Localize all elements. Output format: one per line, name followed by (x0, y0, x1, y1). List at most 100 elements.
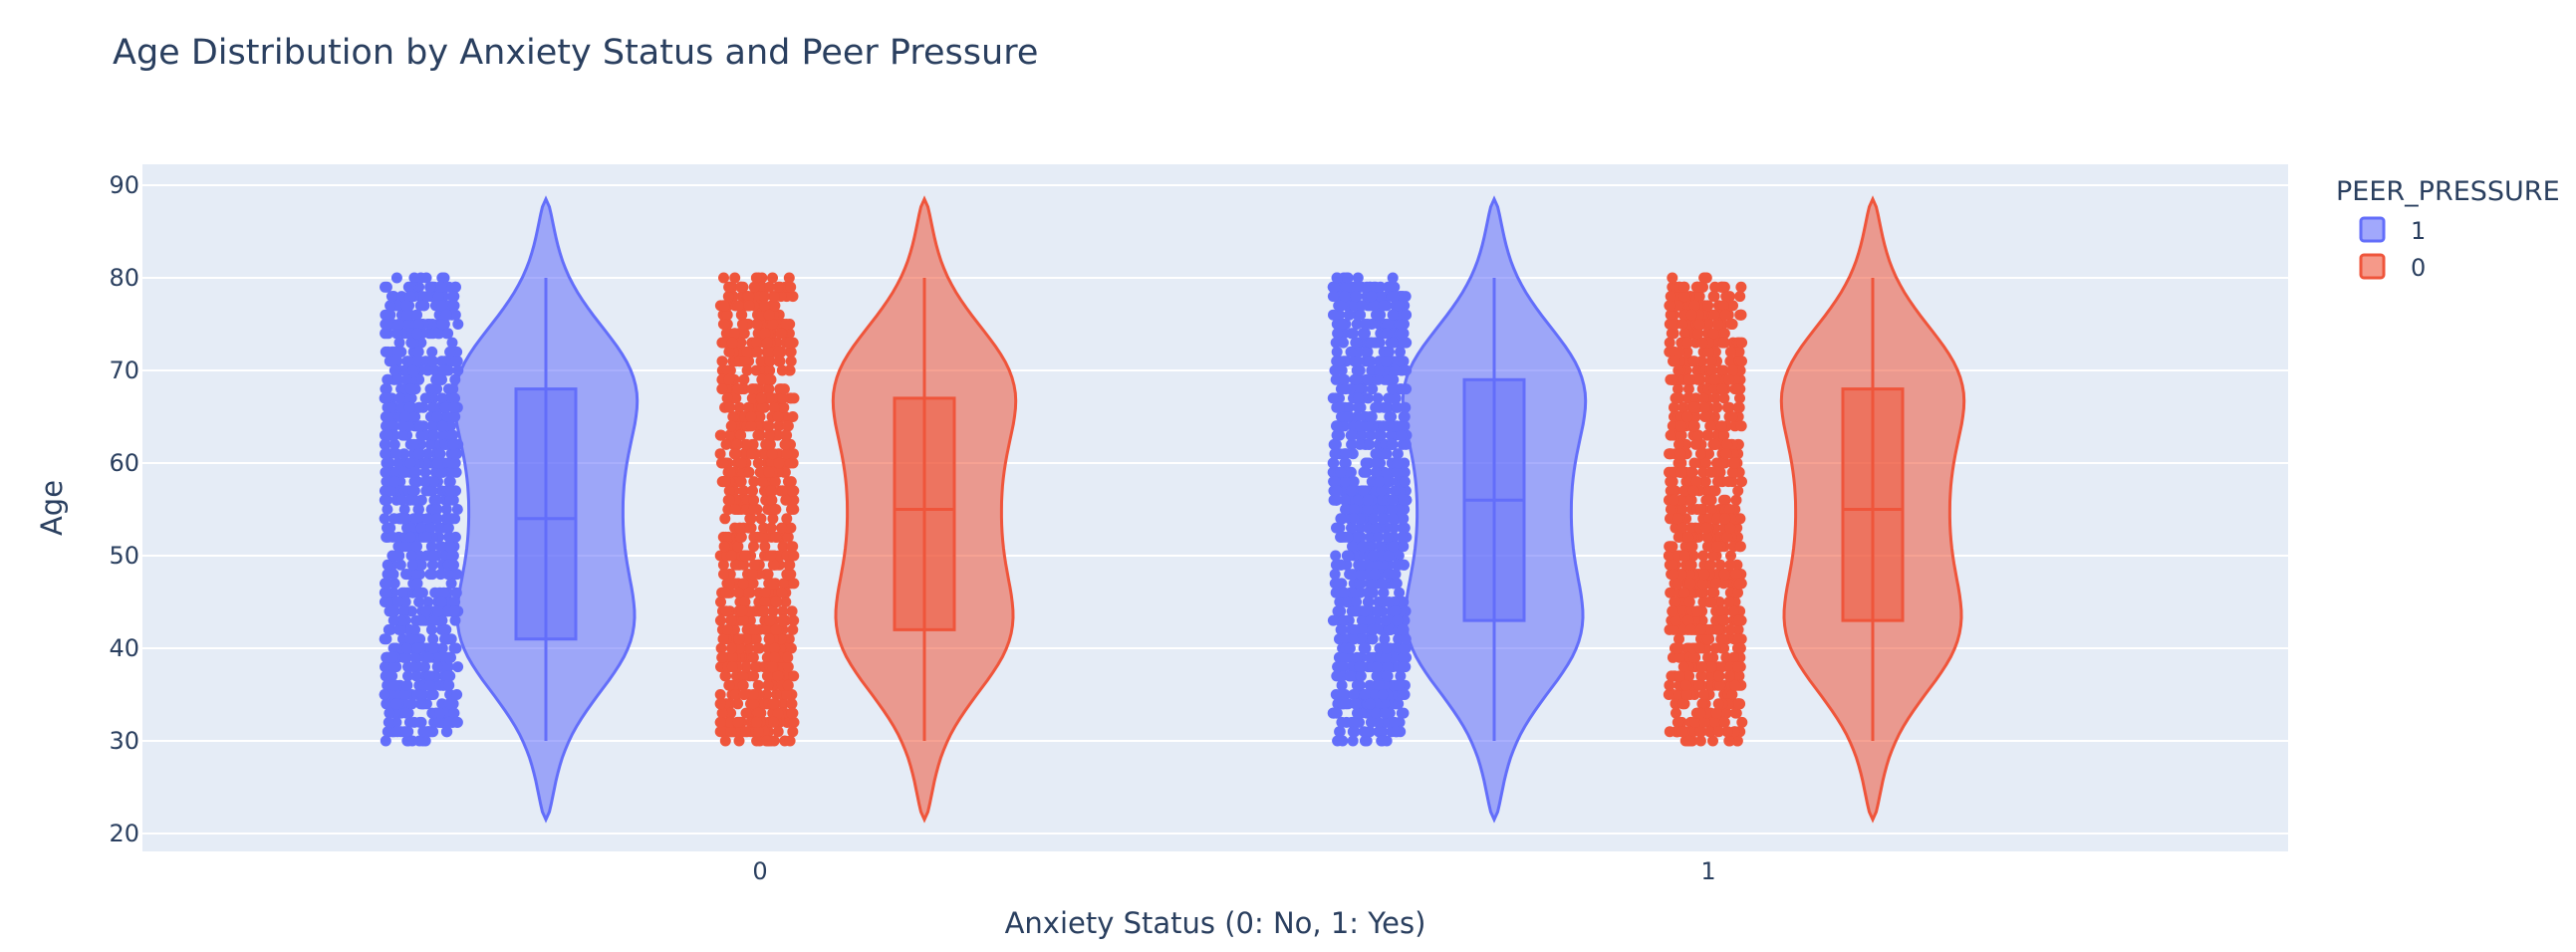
data-point (761, 337, 773, 349)
data-point (1733, 670, 1745, 682)
data-point (735, 476, 747, 488)
data-point (444, 485, 456, 497)
data-point (735, 337, 747, 349)
data-point (386, 651, 398, 663)
data-point (427, 633, 439, 645)
data-point (1330, 438, 1342, 450)
data-point (420, 272, 432, 284)
data-point (1399, 476, 1411, 488)
data-point (1733, 401, 1745, 413)
data-point (416, 689, 428, 700)
box-0-cat-1[interactable] (1841, 387, 1905, 622)
data-point (1338, 614, 1350, 626)
data-point (1664, 679, 1675, 691)
data-point (1339, 651, 1351, 663)
data-point (773, 420, 785, 432)
data-point (1736, 476, 1747, 488)
data-point (402, 670, 413, 682)
data-point (437, 364, 449, 376)
data-point (1712, 623, 1724, 635)
data-point (1342, 411, 1354, 422)
data-point (1683, 735, 1695, 747)
box-1-cat-0[interactable] (514, 387, 578, 641)
data-point (1395, 346, 1406, 357)
data-point (394, 346, 406, 357)
data-point (451, 504, 463, 515)
data-point (1665, 504, 1676, 515)
data-point (1694, 448, 1706, 460)
data-point (1382, 531, 1394, 543)
data-point (402, 319, 414, 330)
data-point (1378, 587, 1390, 598)
data-point (382, 429, 393, 441)
data-point (1380, 651, 1392, 663)
data-point (775, 633, 787, 645)
data-point (767, 272, 778, 284)
data-point (722, 291, 734, 303)
data-point (716, 707, 728, 719)
data-point (751, 735, 763, 747)
data-point (1345, 346, 1357, 357)
data-point (737, 614, 749, 626)
data-point (759, 291, 770, 303)
data-point (388, 438, 400, 450)
data-point (740, 707, 752, 719)
data-point (1336, 679, 1348, 691)
data-point (1724, 559, 1736, 571)
data-point (415, 614, 427, 626)
data-point (1675, 420, 1687, 432)
data-point (1676, 522, 1688, 534)
data-point (1703, 513, 1715, 525)
data-point (741, 346, 753, 357)
data-point (1335, 559, 1347, 571)
data-point (1350, 337, 1362, 349)
data-point (405, 550, 417, 562)
legend-item-1[interactable]: 1 (2359, 216, 2426, 245)
data-point (1339, 476, 1351, 488)
data-point (450, 587, 462, 598)
data-point (756, 476, 768, 488)
data-point (1354, 364, 1366, 376)
data-point (1342, 281, 1353, 293)
data-point (1386, 411, 1398, 422)
data-point (426, 420, 438, 432)
data-point (1366, 337, 1378, 349)
plot-background (142, 164, 2288, 851)
data-point (412, 346, 424, 357)
data-point (776, 587, 788, 598)
data-point (1340, 448, 1352, 460)
data-point (1365, 531, 1377, 543)
data-point (748, 281, 760, 293)
data-point (1707, 328, 1719, 340)
data-point (448, 605, 460, 617)
data-point (393, 392, 405, 404)
data-point (380, 438, 391, 450)
data-point (387, 605, 399, 617)
data-point (782, 531, 794, 543)
data-point (1368, 513, 1380, 525)
data-point (1735, 420, 1747, 432)
data-point (393, 319, 404, 330)
data-point (397, 605, 409, 617)
data-point (408, 476, 420, 488)
data-point (436, 300, 448, 312)
data-point (398, 466, 409, 478)
data-point (1367, 550, 1379, 562)
data-point (1331, 494, 1343, 506)
data-point (1344, 642, 1356, 654)
data-point (775, 328, 787, 340)
data-point (1391, 578, 1403, 590)
y-tick-label: 90 (109, 171, 139, 199)
data-point (755, 392, 767, 404)
data-point (751, 319, 763, 330)
data-point (749, 623, 760, 635)
data-point (767, 578, 779, 590)
legend-item-0[interactable]: 0 (2359, 253, 2426, 282)
data-point (718, 300, 730, 312)
data-point (1694, 735, 1706, 747)
data-point (1365, 429, 1377, 441)
data-point (1702, 651, 1713, 663)
data-point (1718, 716, 1730, 728)
box-0-cat-0[interactable] (893, 396, 956, 631)
